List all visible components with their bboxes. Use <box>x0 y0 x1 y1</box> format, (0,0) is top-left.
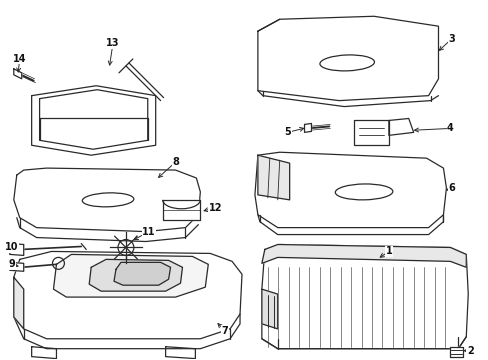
Polygon shape <box>254 152 446 228</box>
Polygon shape <box>14 251 242 339</box>
Polygon shape <box>10 262 24 271</box>
Text: 11: 11 <box>142 226 155 237</box>
Polygon shape <box>14 69 21 79</box>
Polygon shape <box>53 255 208 297</box>
Text: 4: 4 <box>446 123 453 134</box>
Polygon shape <box>32 86 155 155</box>
Polygon shape <box>89 260 182 291</box>
Polygon shape <box>257 16 438 100</box>
Polygon shape <box>304 123 311 132</box>
Polygon shape <box>163 200 200 220</box>
Text: 12: 12 <box>208 203 222 213</box>
Text: 13: 13 <box>106 38 120 48</box>
Polygon shape <box>262 244 466 267</box>
Polygon shape <box>257 155 289 200</box>
Polygon shape <box>114 262 170 285</box>
Polygon shape <box>449 347 462 357</box>
Text: 14: 14 <box>13 54 26 64</box>
Text: 9: 9 <box>8 259 15 269</box>
Text: 5: 5 <box>284 127 290 138</box>
Polygon shape <box>353 121 388 145</box>
Text: 3: 3 <box>447 34 454 44</box>
Text: 7: 7 <box>222 326 228 336</box>
Polygon shape <box>10 243 24 255</box>
Polygon shape <box>14 277 24 329</box>
Polygon shape <box>14 168 200 231</box>
Text: 2: 2 <box>466 346 473 356</box>
Polygon shape <box>262 244 468 349</box>
Text: 8: 8 <box>172 157 179 167</box>
Text: 6: 6 <box>447 183 454 193</box>
Text: 1: 1 <box>385 247 391 256</box>
Polygon shape <box>165 347 195 359</box>
Text: 10: 10 <box>5 243 19 252</box>
Polygon shape <box>262 289 277 329</box>
Polygon shape <box>32 347 56 359</box>
Polygon shape <box>388 118 413 135</box>
